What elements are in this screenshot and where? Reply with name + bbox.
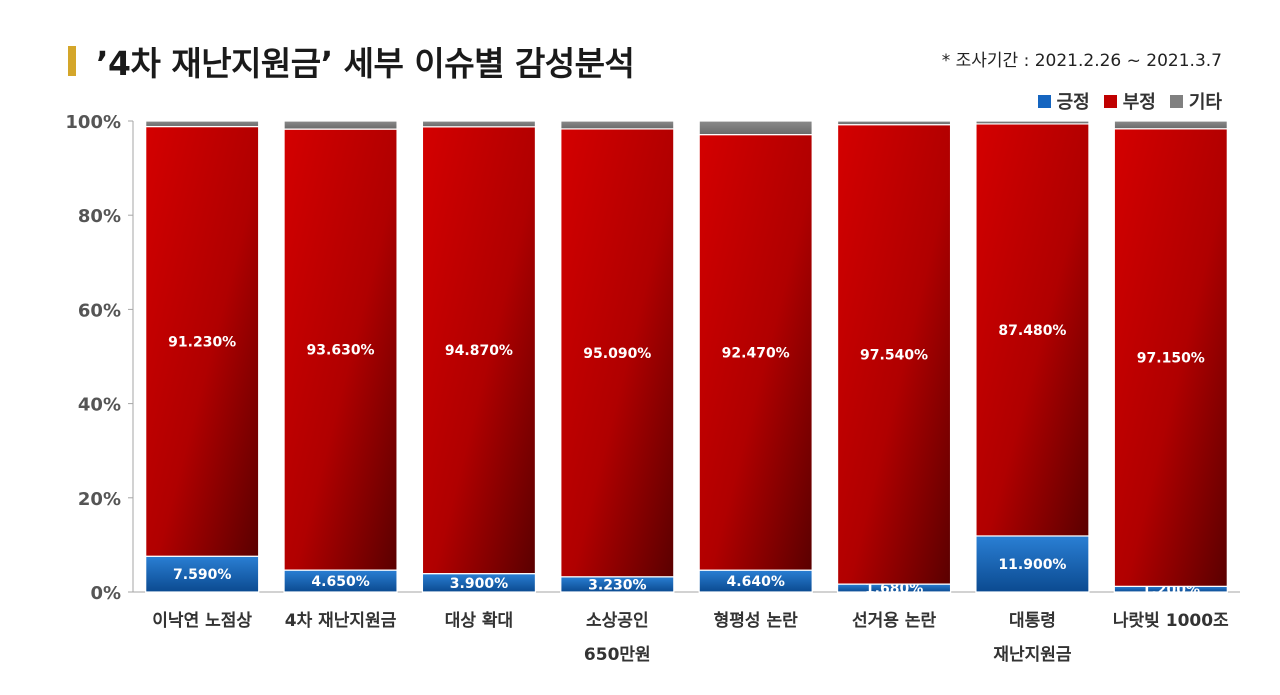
title-accent-bar [68, 46, 76, 76]
bar-other-6 [836, 120, 952, 126]
bar-positive-1 [145, 555, 260, 593]
legend-item-other: 기타 [1169, 88, 1222, 114]
title-block: ’4차 재난지원금’ 세부 이슈별 감성분석 [68, 36, 635, 86]
x-category-label-3: 대상 확대 [445, 611, 513, 631]
x-category-label-1: 이낙연 노점상 [152, 611, 252, 631]
data-label-negative-2: 93.630% [307, 343, 375, 359]
data-label-negative-6: 97.540% [860, 347, 928, 363]
x-category-label-7: 재난지원금 [993, 645, 1072, 665]
bar-negative-6 [836, 124, 952, 585]
y-tick-label: 60% [78, 300, 121, 321]
bar-other-8 [1113, 120, 1228, 130]
legend-label-other: 기타 [1188, 92, 1222, 113]
data-label-positive-4: 3.230% [588, 577, 646, 593]
legend-label-positive: 긍정 [1056, 92, 1090, 113]
data-label-negative-7: 87.480% [998, 323, 1066, 339]
x-category-label-2: 4차 재난지원금 [285, 611, 397, 631]
data-label-positive-3: 3.900% [450, 576, 508, 592]
legend-swatch-positive [1037, 94, 1051, 108]
bar-other-5 [698, 120, 813, 136]
data-label-positive-5: 4.640% [727, 574, 785, 590]
legend-label-negative: 부정 [1122, 92, 1156, 113]
data-label-positive-2: 4.650% [311, 574, 369, 590]
x-category-label-5: 형평성 논란 [714, 610, 798, 631]
bar-other-2 [283, 120, 398, 130]
bar-negative-3 [421, 126, 537, 575]
x-category-label-4: 650만원 [584, 645, 651, 665]
bar-other-3 [421, 120, 537, 128]
legend-swatch-other [1169, 94, 1183, 108]
y-tick-label: 40% [78, 395, 121, 416]
x-category-label-4: 소상공인 [586, 611, 649, 631]
bar-negative-5 [698, 134, 813, 571]
bar-negative-4 [560, 128, 675, 578]
bar-negative-1 [145, 125, 260, 557]
legend-item-negative: 부정 [1103, 88, 1156, 114]
data-label-negative-3: 94.870% [445, 343, 513, 359]
y-tick-label: 100% [65, 112, 121, 133]
x-category-label-8: 나랏빚 1000조 [1113, 611, 1229, 631]
data-label-negative-1: 91.230% [168, 334, 236, 350]
data-label-positive-6: 1.680% [865, 581, 923, 597]
bar-other-1 [145, 120, 260, 128]
x-category-label-6: 선거용 논란 [852, 611, 936, 631]
bar-other-4 [560, 120, 675, 130]
data-label-positive-7: 11.900% [998, 557, 1066, 573]
y-tick-label: 20% [78, 489, 121, 510]
y-tick-label: 0% [90, 583, 121, 604]
bar-other-7 [975, 120, 1090, 125]
y-tick-label: 80% [78, 206, 121, 227]
bar-negative-2 [283, 128, 398, 571]
data-label-negative-4: 95.090% [583, 346, 651, 362]
data-label-negative-5: 92.470% [722, 345, 790, 361]
data-label-positive-1: 7.590% [173, 567, 231, 583]
survey-period-note: * 조사기간 : 2021.2.26 ~ 2021.3.7 [941, 51, 1222, 71]
legend-item-positive: 긍정 [1037, 88, 1090, 114]
bar-negative-7 [975, 123, 1090, 537]
chart-title: ’4차 재난지원금’ 세부 이슈별 감성분석 [96, 44, 635, 83]
bar-negative-8 [1113, 128, 1228, 587]
x-category-label-7: 대통령 [1009, 610, 1056, 631]
data-label-negative-8: 97.150% [1137, 351, 1205, 367]
legend-swatch-negative [1103, 94, 1117, 108]
legend: 긍정 부정 기타 [1037, 88, 1222, 114]
